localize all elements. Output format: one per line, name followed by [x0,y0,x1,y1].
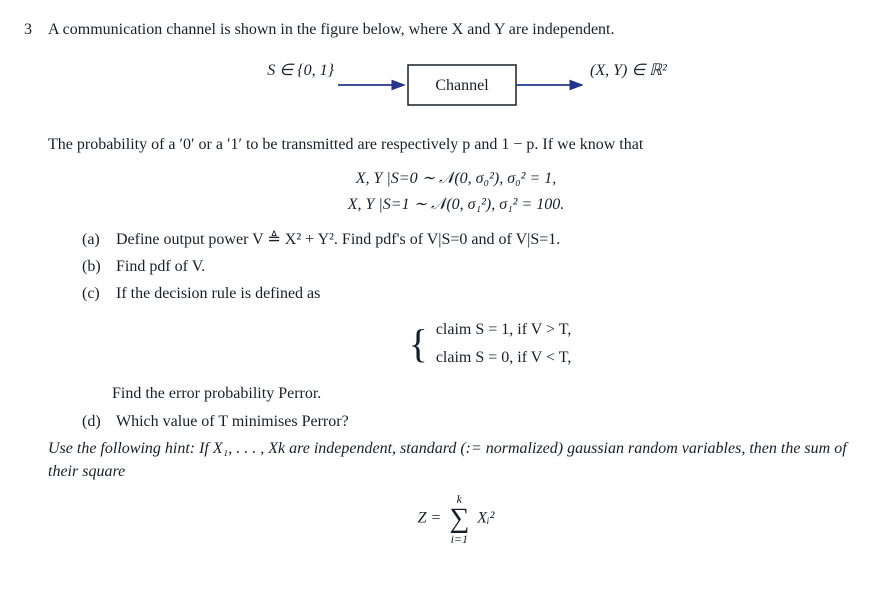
part-c-before: If the decision rule is defined as [116,285,320,302]
intro-text: A communication channel is shown in the … [48,18,864,41]
case-2: claim S = 0, if V < T, [436,349,572,366]
part-c-label: (c) [82,282,116,382]
sum-bottom: i=1 [449,533,469,545]
problem-block: 3 A communication channel is shown in th… [24,18,864,555]
part-d-label: (d) [82,410,116,433]
distribution-line-2: X, Y |S=1 ∼ 𝒩(0, σ₁²), σ₁² = 100. [48,192,864,218]
parts-block: (a) Define output power V ≜ X² + Y². Fin… [82,228,864,383]
part-d-text: Which value of T minimises Perror? [116,410,864,433]
figure-input-label: S ∈ {0, 1} [267,62,334,79]
part-d: (d) Which value of T minimises Perror? [82,410,864,433]
sum-symbol: k ∑ i=1 [449,493,469,545]
hint-text: Use the following hint: If X₁, . . . , X… [48,437,864,483]
sum-body: Xᵢ² [477,510,494,527]
after-figure-text: The probability of a ′0′ or a ′1′ to be … [48,133,864,156]
problem-content: A communication channel is shown in the … [48,18,864,555]
distribution-block: X, Y |S=0 ∼ 𝒩(0, σ₀²), σ₀² = 1, X, Y |S=… [48,166,864,217]
sigma-icon: ∑ [449,505,469,533]
part-c-after: Find the error probability Perror. [112,382,864,405]
part-a-text: Define output power V ≜ X² + Y². Find pd… [116,228,864,251]
hint-formula-left: Z = [418,510,442,527]
part-a: (a) Define output power V ≜ X² + Y². Fin… [82,228,864,251]
cases-brace: { [409,324,428,364]
part-a-label: (a) [82,228,116,251]
part-c-body: If the decision rule is defined as { cla… [116,282,864,382]
part-c: (c) If the decision rule is defined as {… [82,282,864,382]
problem-number: 3 [24,18,48,555]
distribution-line-1: X, Y |S=0 ∼ 𝒩(0, σ₀²), σ₀² = 1, [48,166,864,192]
part-b-text: Find pdf of V. [116,255,864,278]
part-c-after-text: Find the error probability Perror. [112,385,321,402]
case-1: claim S = 1, if V > T, [436,321,572,338]
figure-output-label: (X, Y) ∈ ℝ² [590,62,668,79]
hint-formula: Z = k ∑ i=1 Xᵢ² [48,493,864,545]
part-b-label: (b) [82,255,116,278]
channel-figure: S ∈ {0, 1} Channel (X, Y) ∈ ℝ² [48,55,864,115]
part-d-wrap: (d) Which value of T minimises Perror? [82,410,864,433]
part-b: (b) Find pdf of V. [82,255,864,278]
channel-svg: S ∈ {0, 1} Channel (X, Y) ∈ ℝ² [196,55,716,115]
channel-box-label: Channel [435,77,489,94]
decision-rule-cases: { claim S = 1, if V > T, claim S = 0, if… [116,315,864,372]
